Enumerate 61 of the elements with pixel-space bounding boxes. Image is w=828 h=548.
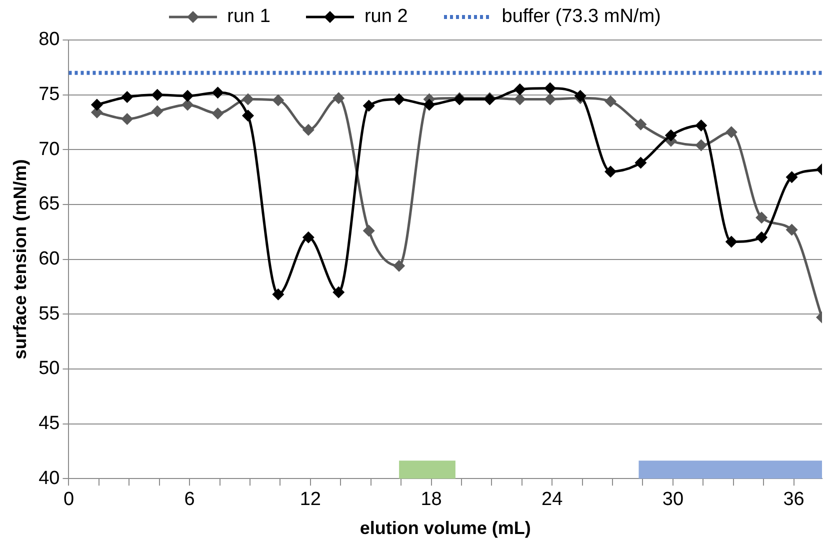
point [242, 93, 254, 106]
y-tick-label: 70 [38, 138, 60, 160]
point [604, 95, 617, 108]
point [362, 100, 375, 112]
point [514, 93, 526, 106]
point [151, 105, 164, 118]
point [182, 90, 194, 102]
point [212, 107, 224, 120]
point [423, 98, 436, 111]
point [604, 166, 617, 178]
x-tick-label: 30 [662, 489, 684, 510]
legend-label: buffer (73.3 mN/m) [502, 6, 661, 28]
point [544, 82, 556, 94]
x-tick-label: 36 [783, 489, 804, 510]
point [362, 224, 375, 237]
point [393, 93, 406, 106]
point [242, 110, 254, 122]
y-axis-title: surface tension (mN/m) [10, 159, 30, 360]
point [90, 98, 103, 111]
legend-label: run 1 [227, 6, 270, 28]
point [393, 260, 406, 272]
point [544, 93, 556, 106]
y-tick-label: 75 [38, 84, 60, 106]
point [664, 129, 677, 142]
point [121, 112, 134, 125]
x-axis-title: elution volume (mL) [360, 518, 531, 538]
y-tick-label: 55 [38, 303, 60, 324]
point [634, 156, 647, 169]
point [182, 98, 194, 111]
point [121, 91, 134, 104]
point [756, 212, 768, 224]
legend-label: run 2 [364, 6, 408, 28]
point [332, 92, 345, 104]
x-tick-label: 24 [542, 489, 564, 510]
point [212, 86, 224, 99]
point [574, 90, 586, 102]
point [786, 224, 798, 236]
point [634, 118, 647, 130]
point [756, 231, 768, 244]
point [514, 83, 526, 96]
point [302, 124, 314, 136]
y-tick-label: 45 [38, 413, 60, 434]
x-tick-label: 12 [300, 489, 321, 510]
y-tick-label: 50 [38, 358, 60, 380]
point [272, 94, 284, 106]
y-tick-label: 40 [38, 468, 60, 489]
x-tick-label: 6 [184, 489, 195, 510]
point [272, 288, 284, 300]
point [786, 171, 798, 184]
point [151, 88, 164, 101]
point [695, 120, 708, 132]
point [725, 126, 738, 138]
point [332, 286, 345, 298]
x-tick-label: 0 [63, 489, 74, 510]
point [695, 139, 708, 152]
y-tick-label: 65 [38, 194, 60, 215]
point [302, 231, 314, 244]
y-tick-label: 60 [38, 248, 60, 270]
x-tick-label: 18 [420, 489, 442, 510]
y-tick-label: 80 [38, 29, 60, 50]
point [725, 236, 738, 248]
